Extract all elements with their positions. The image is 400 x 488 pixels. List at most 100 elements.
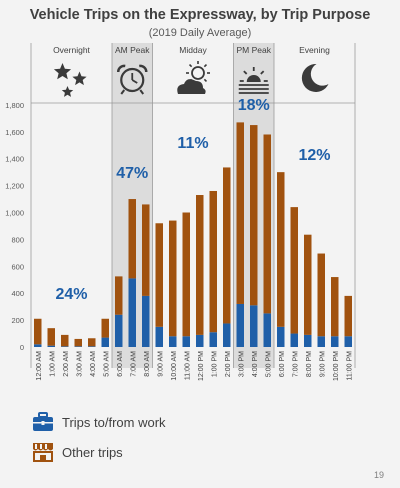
bar-work: [290, 333, 298, 347]
bar-work: [317, 336, 325, 347]
bar-work: [209, 332, 217, 347]
y-tick-label: 400: [11, 289, 24, 298]
bar-other: [250, 125, 258, 306]
period-percent: 12%: [298, 147, 330, 164]
bar-work: [88, 346, 96, 347]
y-tick-label: 600: [11, 262, 24, 271]
legend-item-work: Trips to/from work: [32, 412, 166, 432]
y-tick-label: 1,400: [5, 155, 24, 164]
period-percent: 24%: [55, 286, 87, 303]
chart-title: Vehicle Trips on the Expressway, by Trip…: [29, 7, 371, 23]
x-tick-label: 8:00 PM: [306, 351, 313, 377]
bar-work: [304, 334, 312, 347]
bar-work: [182, 336, 190, 347]
page-number: 19: [373, 470, 384, 480]
bar-work: [61, 346, 69, 347]
y-tick-label: 800: [11, 235, 24, 244]
period-percent: 47%: [116, 165, 148, 182]
bar-other: [277, 172, 285, 327]
y-tick-label: 200: [11, 316, 24, 325]
bar-other: [290, 207, 298, 334]
bar-other: [196, 195, 204, 335]
bar-other: [61, 334, 69, 347]
bar-other: [34, 318, 42, 345]
bar-other: [169, 220, 177, 337]
x-tick-label: 1:00 PM: [211, 351, 218, 377]
x-tick-label: 4:00 PM: [252, 351, 259, 377]
x-tick-label: 7:00 AM: [130, 351, 137, 377]
x-tick-label: 2:00 AM: [63, 351, 70, 377]
bar-work: [128, 278, 136, 347]
bar-other: [128, 199, 136, 279]
x-tick-label: 8:00 AM: [144, 351, 151, 377]
x-tick-label: 4:00 AM: [90, 351, 97, 377]
bar-other: [331, 277, 339, 337]
bar-other: [182, 212, 190, 337]
y-tick-label: 1,600: [5, 128, 24, 137]
bar-other: [88, 338, 96, 347]
x-tick-label: 11:00 PM: [346, 351, 353, 381]
chart-subtitle: (2019 Daily Average): [148, 27, 252, 39]
x-tick-label: 6:00 AM: [117, 351, 124, 377]
bar-other: [155, 223, 163, 327]
bar-work: [263, 313, 271, 347]
x-tick-label: 12:00 AM: [36, 351, 43, 381]
x-tick-label: 5:00 AM: [103, 351, 110, 377]
bar-other: [142, 204, 150, 296]
bar-other: [101, 318, 109, 338]
x-tick-label: 9:00 AM: [157, 351, 164, 377]
bar-other: [304, 234, 312, 335]
period-label: AM Peak: [115, 45, 150, 55]
bar-work: [223, 323, 231, 347]
period-percent: 11%: [177, 135, 208, 152]
alarm-clock-icon: [116, 64, 148, 95]
stars-icon: [53, 63, 87, 97]
bar-work: [196, 334, 204, 347]
bar-other: [317, 253, 325, 337]
bar-other: [236, 122, 244, 304]
x-tick-label: 11:00 AM: [184, 351, 191, 380]
y-tick-label: 1,200: [5, 182, 24, 191]
bar-work: [250, 305, 258, 347]
bar-work: [115, 314, 123, 347]
storefront-icon: [33, 443, 53, 462]
period-label: Overnight: [53, 45, 90, 55]
period-label: Midday: [179, 45, 207, 55]
x-tick-label: 1:00 AM: [49, 351, 56, 377]
bar-work: [169, 336, 177, 347]
y-tick-label: 1,000: [5, 209, 24, 218]
legend-item-other: Other trips: [32, 442, 123, 462]
x-tick-label: 12:00 PM: [198, 351, 205, 381]
bar-other: [263, 134, 271, 314]
x-tick-label: 5:00 PM: [265, 351, 272, 377]
bar-other: [115, 276, 123, 315]
bar-other: [223, 167, 231, 324]
x-tick-label: 9:00 PM: [319, 351, 326, 377]
x-tick-label: 3:00 PM: [238, 351, 245, 377]
legend-label-work: Trips to/from work: [62, 414, 166, 430]
bar-work: [47, 345, 55, 347]
bar-work: [155, 326, 163, 347]
bar-other: [344, 295, 352, 337]
legend-label-other: Other trips: [62, 444, 123, 460]
period-label: Evening: [299, 45, 330, 55]
bar-other: [47, 328, 55, 346]
bar-work: [277, 326, 285, 347]
period-percent: 18%: [238, 97, 270, 114]
x-tick-label: 6:00 PM: [279, 351, 286, 377]
y-tick-label: 0: [20, 343, 24, 352]
bar-other: [209, 190, 217, 333]
period-label: PM Peak: [237, 45, 272, 55]
bar-other: [74, 338, 82, 347]
x-tick-label: 7:00 PM: [292, 351, 299, 377]
partly-cloudy-icon: [177, 61, 210, 94]
bar-work: [34, 344, 42, 347]
bar-work: [236, 303, 244, 347]
bar-work: [331, 336, 339, 347]
x-tick-label: 2:00 PM: [225, 351, 232, 377]
y-tick-label: 1,800: [5, 101, 24, 110]
x-tick-label: 10:00 PM: [333, 351, 340, 381]
bar-work: [101, 337, 109, 347]
